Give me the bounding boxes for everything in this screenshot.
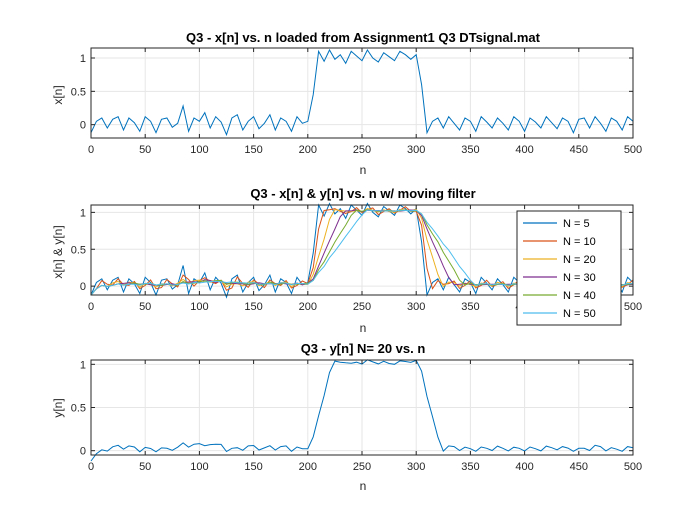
x-tick-label: 100 [190, 144, 208, 156]
y-tick-label: 0 [80, 281, 86, 293]
subplot-title: Q3 - x[n] & y[n] vs. n w/ moving filter [250, 186, 475, 201]
x-tick-label: 50 [139, 301, 151, 313]
legend-label: N = 50 [563, 308, 596, 320]
y-tick-label: 0.5 [71, 403, 86, 415]
x-tick-label: 150 [244, 301, 262, 313]
x-tick-label: 250 [353, 144, 371, 156]
subplot-title: Q3 - y[n] N= 20 vs. n [301, 341, 426, 356]
legend-label: N = 10 [563, 236, 596, 248]
x-tick-label: 100 [190, 301, 208, 313]
y-tick-label: 0 [80, 120, 86, 132]
x-tick-label: 200 [299, 301, 317, 313]
x-tick-label: 250 [353, 301, 371, 313]
x-tick-label: 200 [299, 461, 317, 473]
x-tick-label: 300 [407, 301, 425, 313]
series-line-0 [90, 48, 634, 137]
y-tick-label: 1 [80, 53, 86, 65]
x-tick-label: 450 [570, 461, 588, 473]
x-tick-label: 0 [88, 461, 94, 473]
subplot-y-n20: Q3 - y[n] N= 20 vs. n n y[n] 0 50 100 150 20… [51, 341, 642, 493]
x-tick-label: 150 [244, 144, 262, 156]
x-tick-label: 150 [244, 461, 262, 473]
x-axis-label: n [360, 163, 367, 177]
x-tick-label: 350 [461, 301, 479, 313]
legend-label: N = 20 [563, 254, 596, 266]
y-tick-label: 1 [80, 359, 86, 371]
y-tick-label: 0.5 [71, 244, 86, 256]
subplot-signal: Q3 - x[n] vs. n loaded from Assignment1 … [51, 30, 642, 177]
x-tick-label: 250 [353, 461, 371, 473]
legend-label: N = 5 [563, 218, 590, 230]
y-tick-label: 0 [80, 446, 86, 458]
legend: N = 5 N = 10 N = 20 N = 30 N = 40 N = 50 [516, 210, 622, 326]
x-tick-label: 0 [88, 144, 94, 156]
legend-label: N = 40 [563, 290, 596, 302]
x-tick-label: 300 [407, 144, 425, 156]
x-tick-label: 500 [624, 144, 642, 156]
x-tick-label: 450 [570, 144, 588, 156]
x-tick-label: 100 [190, 461, 208, 473]
y-tick-label: 1 [80, 207, 86, 219]
x-tick-label: 350 [461, 461, 479, 473]
x-axis-label: n [360, 479, 367, 493]
subplot-title: Q3 - x[n] vs. n loaded from Assignment1 … [186, 30, 541, 45]
x-tick-label: 50 [139, 144, 151, 156]
y-axis-label: x[n] & y[n] [51, 225, 65, 278]
x-tick-label: 50 [139, 461, 151, 473]
series-line-0 [90, 359, 634, 462]
x-tick-label: 400 [515, 144, 533, 156]
y-axis-label: y[n] [51, 398, 65, 417]
y-tick-label: 0.5 [71, 86, 86, 98]
x-tick-label: 300 [407, 461, 425, 473]
legend-box [516, 210, 622, 326]
x-tick-label: 0 [88, 301, 94, 313]
x-tick-label: 200 [299, 144, 317, 156]
x-axis-label: n [360, 321, 367, 335]
x-tick-label: 500 [624, 461, 642, 473]
x-tick-label: 350 [461, 144, 479, 156]
legend-label: N = 30 [563, 272, 596, 284]
x-tick-label: 500 [624, 301, 642, 313]
x-tick-label: 400 [515, 461, 533, 473]
y-axis-label: x[n] [51, 85, 65, 104]
